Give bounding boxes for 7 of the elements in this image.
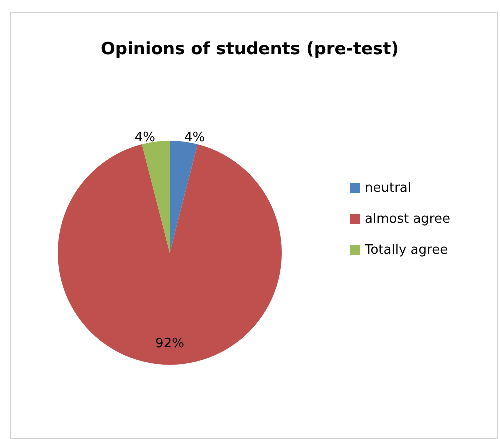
legend-label: almost agree	[365, 212, 450, 227]
legend-label: Totally agree	[364, 243, 448, 258]
legend-label: neutral	[365, 181, 412, 196]
data-label: 4%	[134, 130, 156, 146]
data-label: 4%	[184, 130, 206, 146]
data-label: 92%	[156, 336, 184, 352]
chart-title: Opinions of students (pre-test)	[100, 40, 400, 60]
